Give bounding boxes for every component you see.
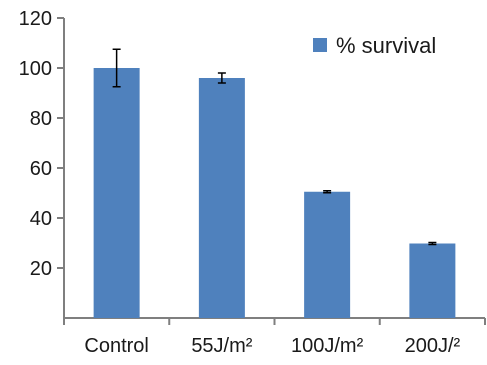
bars <box>93 68 456 318</box>
x-category-label: 55J/m² <box>191 335 252 357</box>
error-bars <box>112 48 437 246</box>
y-axis: 20 40 60 80 100 120 <box>19 8 65 318</box>
bar <box>304 191 351 318</box>
y-tick-label: 120 <box>19 8 52 30</box>
legend-swatch <box>313 38 327 52</box>
y-tick-label: 100 <box>19 58 52 80</box>
y-tick-label: 20 <box>30 258 52 280</box>
x-category-label: 100J/m² <box>291 335 364 357</box>
bar <box>93 68 140 318</box>
x-category-label: 200J/² <box>405 335 461 357</box>
x-axis: Control 55J/m² 100J/m² 200J/² <box>63 317 486 357</box>
y-tick-label: 80 <box>30 108 52 130</box>
y-tick-label: 40 <box>30 208 52 230</box>
y-tick-label: 60 <box>30 158 52 180</box>
x-category-label: Control <box>84 335 148 357</box>
legend: % survival <box>313 33 436 58</box>
bar <box>198 78 245 318</box>
legend-label: % survival <box>336 33 436 58</box>
bar <box>409 243 456 318</box>
